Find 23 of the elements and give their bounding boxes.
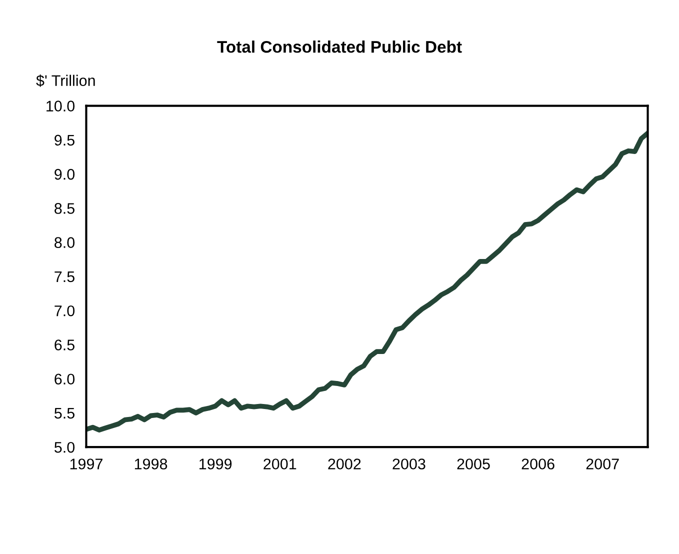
y-tick-label: 8.0 [54,237,75,248]
x-tick-label: 2006 [522,458,554,470]
y-tick-label: 6.0 [54,374,75,385]
y-tick-label: 10.0 [46,100,75,112]
x-tick-label: 2003 [392,458,426,470]
y-tick-label: 6.5 [54,340,74,350]
y-tick-label: 9.0 [54,168,75,180]
x-tick-label: 2002 [328,458,361,470]
x-tick-label: 1998 [134,458,168,470]
y-tick-label: 9.5 [54,134,74,146]
y-tick-label: 5.5 [54,408,74,419]
x-tick-label: 1997 [70,458,102,470]
y-tick-label: 7.0 [54,305,75,316]
chart-title: Total Consolidated Public Debt [217,40,462,53]
x-tick-label: 2001 [264,458,296,470]
x-tick-label: 2005 [457,458,490,470]
x-tick-label: 2007 [586,458,619,470]
y-tick-label: 5.0 [54,442,75,453]
line-series [86,130,648,432]
y-axis-title: $' Trillion [36,74,95,87]
y-tick-label: 8.5 [54,203,74,214]
x-tick-label: 1999 [199,458,232,470]
y-tick-label: 7.5 [54,271,74,282]
